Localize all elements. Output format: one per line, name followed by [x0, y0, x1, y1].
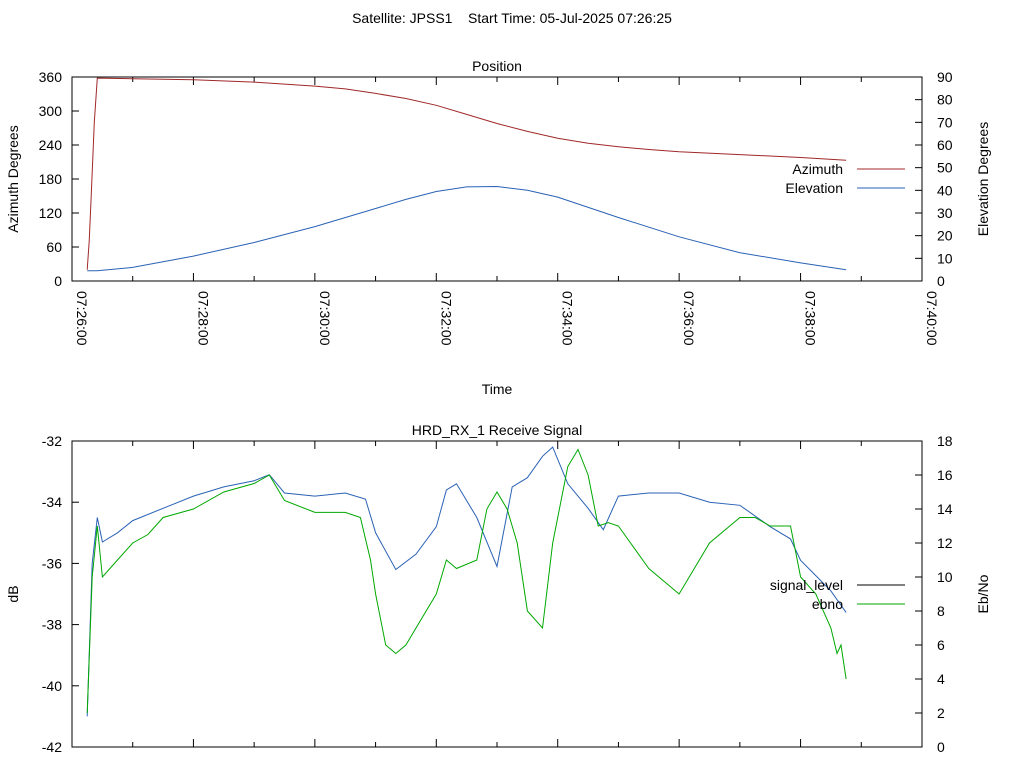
x-axis-label: Time: [482, 381, 513, 397]
y2-tick-label: 16: [937, 467, 953, 483]
legend-label: Azimuth: [792, 161, 843, 177]
x-tick-label: 07:38:00: [803, 291, 819, 346]
y2-tick-label: 60: [937, 137, 953, 153]
y2-tick-label: 6: [937, 637, 945, 653]
series-line-azimuth: [86, 77, 847, 270]
plot-frame: [71, 76, 923, 282]
chart-title: Position: [472, 58, 522, 74]
y-tick-label: -32: [42, 433, 62, 449]
x-tick-label: 07:30:00: [317, 291, 333, 346]
chart-title: HRD_RX_1 Receive Signal: [412, 422, 582, 438]
y-tick-label: -40: [42, 678, 62, 694]
y2-tick-label: 12: [937, 535, 953, 551]
series-line-signal-level: [86, 446, 847, 717]
y-tick-label: -34: [42, 494, 62, 510]
legend-label: Elevation: [785, 180, 843, 196]
series-line-ebno: [86, 448, 847, 714]
figure-title: Satellite: JPSS1 Start Time: 05-Jul-2025…: [352, 10, 672, 26]
y-tick-label: -42: [42, 739, 62, 755]
y2-tick-label: 40: [937, 182, 953, 198]
y2-axis-label: Elevation Degrees: [975, 122, 991, 236]
x-tick-label: 07:40:00: [924, 291, 940, 346]
y-axis-label: dB: [5, 585, 21, 602]
y2-tick-label: 10: [937, 569, 953, 585]
position-chart: Position 0 60 120 180 240 300 360 0 10 20 30 40 50 60 7…: [5, 58, 991, 397]
x-tick-label: 07:26:00: [74, 291, 90, 346]
y2-tick-label: 8: [937, 603, 945, 619]
y2-axis-label: Eb/No: [975, 574, 991, 613]
y-tick-label: 300: [39, 103, 63, 119]
y2-tick-label: 90: [937, 69, 953, 85]
y-tick-label: 360: [39, 69, 63, 85]
y-tick-label: 60: [46, 239, 62, 255]
y2-tick-label: 20: [937, 228, 953, 244]
x-tick-label: 07:34:00: [560, 291, 576, 346]
series-line-elevation: [87, 185, 847, 272]
y-axis-label: Azimuth Degrees: [5, 125, 21, 232]
y2-tick-label: 50: [937, 160, 953, 176]
y-tick-label: 180: [39, 171, 63, 187]
x-tick-label: 07:32:00: [438, 291, 454, 346]
y-tick-label: 240: [39, 137, 63, 153]
receive-signal-chart: HRD_RX_1 Receive Signal -42 -40 -38 -36 -34 -3…: [5, 422, 991, 755]
y2-tick-label: 18: [937, 433, 953, 449]
y2-tick-label: 80: [937, 92, 953, 108]
y2-tick-label: 30: [937, 205, 953, 221]
legend-label: signal_level: [770, 577, 843, 593]
y2-tick-label: 10: [937, 250, 953, 266]
y2-tick-label: 0: [937, 739, 945, 755]
legend-label: ebno: [812, 596, 843, 612]
x-tick-label: 07:36:00: [681, 291, 697, 346]
plot-frame: [71, 440, 923, 748]
y-tick-label: 120: [39, 205, 63, 221]
y2-tick-label: 14: [937, 501, 953, 517]
y-tick-label: -36: [42, 555, 62, 571]
y2-tick-label: 2: [937, 705, 945, 721]
y-tick-label: 0: [54, 273, 62, 289]
y2-tick-label: 0: [937, 273, 945, 289]
y2-tick-label: 4: [937, 671, 945, 687]
x-tick-label: 07:28:00: [195, 291, 211, 346]
y-tick-label: -38: [42, 617, 62, 633]
y2-tick-label: 70: [937, 114, 953, 130]
